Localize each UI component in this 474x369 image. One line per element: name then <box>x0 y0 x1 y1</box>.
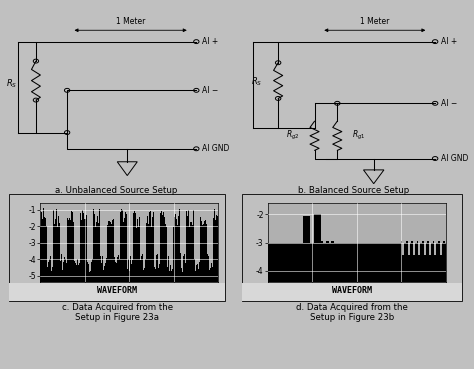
Text: 1 Meter: 1 Meter <box>360 17 390 26</box>
Text: WAVEFORM: WAVEFORM <box>332 286 372 295</box>
Text: $R_{g2}$: $R_{g2}$ <box>286 129 300 142</box>
Text: WAVEFORM: WAVEFORM <box>97 286 137 295</box>
Text: b. Balanced Source Setup: b. Balanced Source Setup <box>298 186 409 195</box>
Text: AI +: AI + <box>441 37 457 46</box>
Text: a. Unbalanced Source Setup: a. Unbalanced Source Setup <box>55 186 177 195</box>
Text: $R_{g1}$: $R_{g1}$ <box>352 129 365 142</box>
Text: AI +: AI + <box>202 37 218 46</box>
Text: AI GND: AI GND <box>202 144 229 153</box>
Text: AI −: AI − <box>202 86 218 95</box>
Text: AI −: AI − <box>441 99 457 108</box>
Text: $R_S$: $R_S$ <box>6 77 17 90</box>
Text: 1 Meter: 1 Meter <box>116 17 146 26</box>
Text: c. Data Acquired from the
Setup in Figure 23a: c. Data Acquired from the Setup in Figur… <box>62 303 173 322</box>
Text: d. Data Acquired from the
Setup in Figure 23b: d. Data Acquired from the Setup in Figur… <box>296 303 408 322</box>
Text: AI GND: AI GND <box>441 154 468 163</box>
Text: $R_S$: $R_S$ <box>251 76 262 89</box>
